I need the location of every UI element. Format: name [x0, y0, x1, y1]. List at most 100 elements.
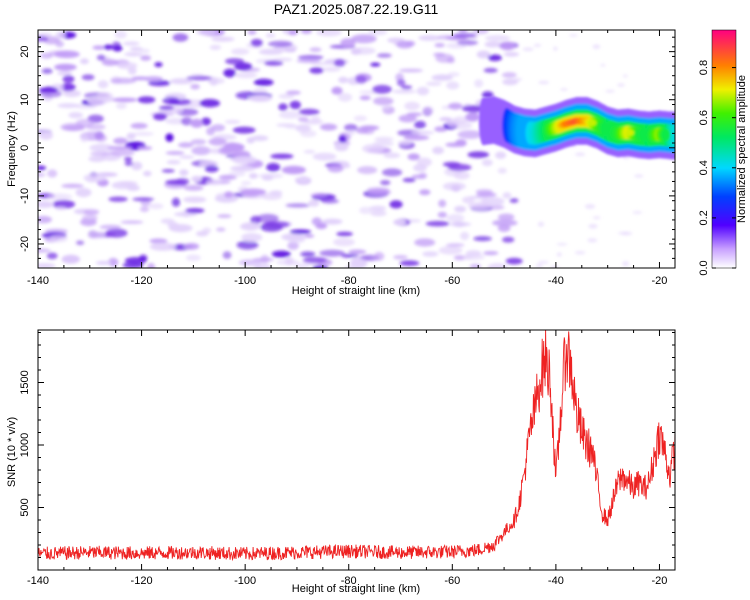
spectrogram-noise-blob — [359, 125, 380, 131]
spectrogram-noise-blob — [248, 173, 258, 179]
spectrogram-noise-blob — [453, 255, 465, 261]
spectrogram-noise-blob — [211, 36, 235, 42]
spectrogram-noise-blob — [108, 196, 128, 202]
spectrogram-noise-blob — [221, 146, 234, 154]
snr-xtick-label: -40 — [548, 575, 564, 587]
spectrogram-noise-blob — [401, 85, 413, 90]
spectrogram-noise-blob — [62, 75, 75, 83]
spectrogram-noise-blob — [367, 189, 392, 196]
spectrogram-signal-mark — [670, 124, 675, 148]
spectrogram-noise-blob — [448, 102, 463, 110]
spectrogram-noise-blob — [225, 142, 240, 148]
spectrogram-noise-blob — [484, 41, 501, 48]
spectrogram-noise-blob — [61, 254, 80, 264]
spectrogram-noise-blob — [285, 203, 311, 208]
spectrogram-noise-blob — [398, 114, 417, 123]
spectrogram-noise-blob — [54, 63, 77, 71]
spectrogram-noise-blob — [287, 241, 299, 250]
spectrogram-noise-blob — [333, 238, 355, 247]
spectrogram-noise-blob — [137, 146, 153, 151]
spectrogram-noise-blob — [46, 252, 58, 260]
spectrogram-noise-blob — [337, 92, 353, 102]
spectrogram-frame — [37, 29, 676, 269]
snr-xtick-label: -60 — [444, 575, 460, 587]
spectrogram-noise-blob — [96, 54, 106, 61]
spectrogram-noise-blob — [205, 179, 222, 186]
spectrogram-noise-blob — [315, 222, 328, 230]
snr-line-layer — [38, 330, 675, 562]
spectrogram-noise-blob — [483, 67, 498, 73]
spectrogram-noise-blob — [132, 197, 155, 202]
spectrogram-noise-blob — [497, 167, 507, 174]
spectrogram-noise-blob — [168, 224, 193, 233]
spectrogram-noise-blob — [298, 108, 320, 115]
spectrogram-noise-blob — [349, 258, 367, 267]
spectrogram-noise-blob — [183, 196, 207, 203]
spectrogram-noise-blob — [311, 115, 321, 122]
spectrogram-noise-blob — [130, 122, 148, 129]
spectrogram-ylabel: Frequency (Hz) — [6, 111, 18, 187]
spectrogram-noise-layer — [38, 30, 644, 268]
spectrogram-noise-blob — [186, 75, 212, 81]
spectrogram-noise-blob — [276, 259, 300, 266]
spectrogram-noise-blob — [140, 55, 152, 61]
spectrogram-noise-blob — [179, 155, 195, 159]
spectrogram-noise-blob — [457, 130, 483, 139]
spectrogram-noise-blob — [321, 198, 339, 204]
spectrogram-noise-blob — [393, 219, 407, 226]
snr-background — [38, 330, 675, 570]
spectrogram-noise-blob — [587, 238, 598, 243]
snr-ytick-label: 1500 — [19, 370, 31, 394]
spectrogram-noise-blob — [223, 68, 236, 78]
spectrogram-noise-blob — [143, 170, 152, 177]
spectrogram-noise-blob — [353, 115, 367, 122]
spectrogram-noise-blob — [454, 205, 467, 213]
spectrogram-noise-blob — [462, 196, 475, 204]
spectrogram-noise-blob — [264, 60, 284, 66]
spectrogram-noise-blob — [123, 156, 133, 161]
spectrogram-noise-blob — [538, 80, 550, 85]
spectrogram-noise-blob — [284, 125, 310, 129]
spectrogram-noise-blob — [483, 251, 499, 256]
spectrogram-noise-blob — [322, 218, 343, 225]
spectrogram-noise-blob — [183, 184, 204, 191]
spectrogram-signal-mark — [587, 119, 597, 127]
spectrogram-noise-blob — [113, 137, 128, 145]
spectrogram-xtick-label: -20 — [652, 275, 668, 287]
colorbar-tick-label: 0.4 — [698, 160, 710, 175]
spectrogram-noise-blob — [267, 40, 293, 48]
spectrogram-noise-blob — [492, 219, 518, 227]
spectrogram-noise-blob — [204, 165, 219, 173]
spectrogram-noise-blob — [166, 159, 181, 165]
spectrogram-noise-blob — [442, 182, 466, 191]
spectrogram-noise-blob — [266, 162, 281, 172]
spectrogram-noise-blob — [137, 96, 156, 104]
spectrogram-signal-layer — [478, 95, 675, 160]
spectrogram-noise-blob — [92, 45, 106, 50]
spectrogram-noise-blob — [288, 30, 298, 36]
spectrogram-ytick-label: 0 — [19, 145, 31, 151]
spectrogram-noise-blob — [76, 240, 85, 246]
spectrogram-noise-blob — [312, 152, 337, 161]
spectrogram-noise-blob — [222, 251, 232, 259]
spectrogram-noise-blob — [263, 221, 290, 229]
spectrogram-noise-blob — [634, 174, 644, 178]
spectrogram-noise-blob — [116, 102, 127, 110]
spectrogram-noise-blob — [446, 214, 465, 223]
spectrogram-noise-blob — [83, 173, 107, 183]
spectrogram-noise-blob — [418, 172, 428, 179]
spectrogram-noise-blob — [437, 211, 447, 218]
spectrogram-noise-blob — [38, 263, 56, 268]
spectrogram-noise-blob — [422, 251, 439, 257]
spectrogram-noise-blob — [509, 198, 519, 204]
spectrogram-noise-blob — [419, 189, 431, 196]
spectrogram-noise-blob — [129, 47, 143, 51]
spectrogram-noise-blob — [574, 251, 586, 255]
spectrogram-noise-blob — [256, 213, 279, 223]
spectrogram-noise-blob — [438, 246, 463, 255]
spectrogram-noise-blob — [270, 153, 294, 159]
spectrogram-noise-blob — [622, 74, 628, 78]
spectrogram-noise-blob — [344, 124, 358, 132]
spectrogram-noise-blob — [399, 260, 420, 267]
